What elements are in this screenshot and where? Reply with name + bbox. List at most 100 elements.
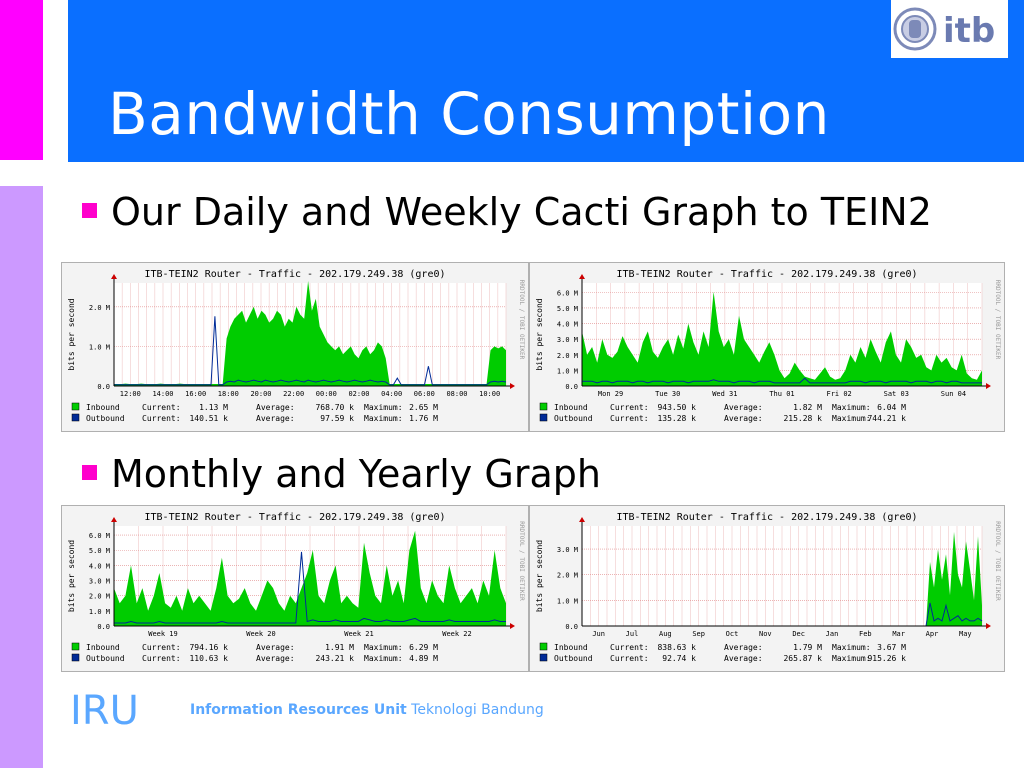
legend-series-name: Inbound [554, 403, 588, 412]
chart-ytick-label: 0.0 [97, 383, 110, 391]
legend-current-label: Current: [142, 643, 181, 652]
legend-current-value: 1.13 M [199, 403, 228, 412]
legend-current-value: 110.63 k [189, 654, 228, 663]
chart-xtick-label: 00:00 [316, 390, 337, 398]
legend-current-label: Current: [610, 654, 649, 663]
legend-current-label: Current: [142, 414, 181, 423]
chart-monthly-svg: ITB-TEIN2 Router - Traffic - 202.179.249… [67, 512, 525, 663]
chart-y-arrow [579, 274, 585, 279]
chart-series-outbound [114, 551, 506, 624]
legend-swatch [539, 402, 548, 411]
chart-xtick-label: 10:00 [479, 390, 500, 398]
legend-maximum-value: 3.67 M [877, 643, 906, 652]
legend-average-value: 97.59 k [320, 414, 354, 423]
chart-ytick-label: 5.0 M [89, 547, 110, 555]
chart-daily-svg: ITB-TEIN2 Router - Traffic - 202.179.249… [67, 269, 525, 423]
chart-ytick-label: 0.0 [565, 623, 578, 631]
bullet-text: Our Daily and Weekly Cacti Graph to TEIN… [111, 190, 932, 234]
chart-ytick-label: 3.0 M [557, 546, 578, 554]
legend-average-value: 768.70 k [315, 403, 354, 412]
chart-ytick-label: 1.0 M [557, 367, 578, 375]
legend-average-label: Average: [256, 403, 295, 412]
legend-current-label: Current: [142, 403, 181, 412]
legend-average-value: 1.79 M [793, 643, 822, 652]
chart-ytick-label: 6.0 M [89, 532, 110, 540]
slide-title: Bandwidth Consumption [108, 80, 830, 148]
legend-current-value: 140.51 k [189, 414, 228, 423]
chart-series-inbound [582, 291, 982, 386]
footer-text: Information Resources Unit Teknologi Ban… [190, 702, 544, 718]
legend-current-value: 794.16 k [189, 643, 228, 652]
chart-xtick-label: 06:00 [414, 390, 435, 398]
chart-x-arrow [510, 623, 515, 629]
chart-xtick-label: Mar [892, 630, 905, 638]
chart-ytick-label: 2.0 M [89, 304, 110, 312]
legend-average-value: 1.82 M [793, 403, 822, 412]
chart-xtick-label: 16:00 [185, 390, 206, 398]
legend-maximum-value: 2.65 M [409, 403, 438, 412]
chart-ytick-label: 3.0 M [89, 578, 110, 586]
chart-xtick-label: Jul [626, 630, 639, 638]
chart-xtick-label: Aug [659, 630, 672, 638]
graph-monthly: ITB-TEIN2 Router - Traffic - 202.179.249… [61, 505, 529, 672]
chart-ytick-label: 2.0 M [557, 352, 578, 360]
legend-current-label: Current: [610, 403, 649, 412]
chart-xtick-label: 14:00 [152, 390, 173, 398]
legend-maximum-value: 1.76 M [409, 414, 438, 423]
legend-maximum-label: Maximum: [364, 643, 403, 652]
legend-maximum-value: 4.89 M [409, 654, 438, 663]
chart-xtick-label: 04:00 [381, 390, 402, 398]
chart-ytick-label: 5.0 M [557, 305, 578, 313]
legend-swatch [539, 642, 548, 651]
legend-current-value: 92.74 k [662, 654, 696, 663]
logo-text: itb [943, 11, 995, 51]
chart-ytick-label: 4.0 M [89, 562, 110, 570]
chart-xtick-label: Jan [826, 630, 839, 638]
bullet-text: Monthly and Yearly Graph [111, 452, 601, 496]
legend-current-value: 943.50 k [657, 403, 696, 412]
legend-average-value: 1.91 M [325, 643, 354, 652]
chart-xtick-label: 08:00 [446, 390, 467, 398]
chart-ytick-label: 0.0 [565, 383, 578, 391]
left-accent-bar-magenta [0, 0, 43, 160]
legend-maximum-value: 6.04 M [877, 403, 906, 412]
chart-xtick-label: Week 19 [148, 630, 178, 638]
chart-xtick-label: Fri 02 [826, 390, 851, 398]
legend-average-label: Average: [724, 654, 763, 663]
chart-yearly-svg: ITB-TEIN2 Router - Traffic - 202.179.249… [535, 512, 1001, 663]
legend-average-label: Average: [256, 643, 295, 652]
chart-x-arrow [510, 383, 515, 389]
chart-title: ITB-TEIN2 Router - Traffic - 202.179.249… [616, 269, 917, 280]
chart-xtick-label: 12:00 [120, 390, 141, 398]
legend-series-name: Inbound [554, 643, 588, 652]
itb-ganesha-logo-icon [893, 7, 937, 51]
chart-xtick-label: Week 20 [246, 630, 276, 638]
chart-ylabel: bits per second [67, 298, 76, 370]
bullet-item-2: Monthly and Yearly Graph [82, 452, 601, 496]
chart-xtick-label: Mon 29 [598, 390, 623, 398]
chart-xtick-label: Nov [759, 630, 772, 638]
legend-current-label: Current: [142, 654, 181, 663]
chart-xtick-label: Feb [859, 630, 872, 638]
legend-swatch [71, 402, 80, 411]
legend-current-value: 135.28 k [657, 414, 696, 423]
chart-weekly-svg: ITB-TEIN2 Router - Traffic - 202.179.249… [535, 269, 1001, 423]
legend-average-label: Average: [724, 403, 763, 412]
legend-series-name: Outbound [554, 414, 593, 423]
chart-ytick-label: 0.0 [97, 623, 110, 631]
legend-maximum-label: Maximum: [364, 654, 403, 663]
footer-iru-logo: IRU [70, 688, 139, 734]
legend-swatch [539, 413, 548, 422]
chart-xtick-label: 18:00 [218, 390, 239, 398]
legend-maximum-label: Maximum: [364, 414, 403, 423]
chart-ylabel: bits per second [535, 298, 544, 370]
legend-maximum-value: 744.21 k [867, 414, 906, 423]
legend-swatch [71, 413, 80, 422]
legend-maximum-label: Maximum: [832, 414, 871, 423]
legend-swatch [539, 653, 548, 662]
chart-xtick-label: Sat 03 [884, 390, 909, 398]
chart-ytick-label: 4.0 M [557, 321, 578, 329]
chart-side-label: RRDTOOL / TOBI OETIKER [518, 521, 525, 601]
chart-ytick-label: 6.0 M [557, 289, 578, 297]
chart-series-outbound [114, 316, 507, 386]
